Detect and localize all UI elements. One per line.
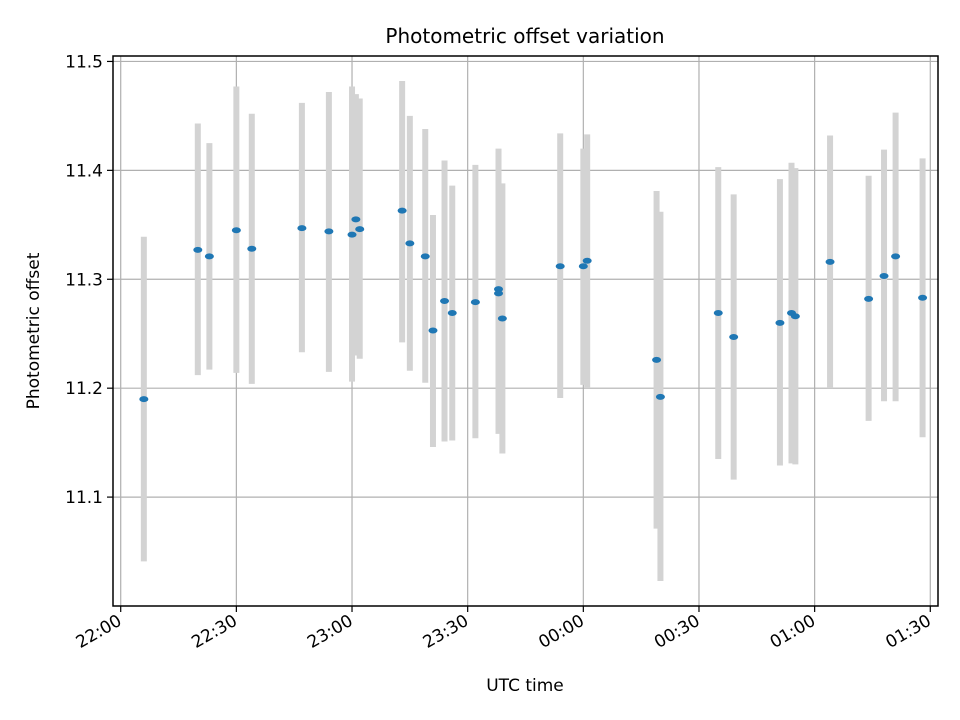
- data-point: [775, 319, 785, 326]
- data-point: [582, 257, 592, 264]
- data-point: [494, 286, 504, 293]
- plot-area-frame: [112, 55, 939, 607]
- data-point: [713, 310, 723, 317]
- data-point: [247, 245, 257, 252]
- data-point: [578, 263, 588, 270]
- chart-title: Photometric offset variation: [385, 24, 664, 48]
- data-point: [231, 227, 241, 234]
- data-point: [193, 246, 203, 253]
- data-point: [497, 315, 507, 322]
- data-point: [347, 231, 357, 238]
- y-tick-label: 11.1: [65, 488, 103, 508]
- data-point: [918, 294, 928, 301]
- data-point: [420, 253, 430, 260]
- data-point: [204, 253, 214, 260]
- y-tick-label: 11.5: [65, 52, 103, 72]
- data-points: [139, 207, 928, 403]
- data-point: [790, 313, 800, 320]
- data-point: [879, 273, 889, 279]
- data-point: [652, 356, 662, 363]
- data-point: [470, 299, 480, 306]
- data-point: [428, 327, 438, 334]
- data-point: [440, 298, 450, 305]
- data-point: [397, 207, 407, 214]
- x-axis-label: UTC time: [486, 676, 564, 696]
- data-point: [891, 253, 901, 260]
- data-point: [655, 393, 665, 400]
- data-point: [864, 295, 874, 302]
- y-tick-label: 11.4: [65, 161, 103, 181]
- y-axis-label: Photometric offset: [24, 252, 44, 409]
- data-point: [139, 396, 149, 403]
- data-point: [405, 240, 415, 247]
- data-point: [555, 263, 565, 270]
- y-tick-label: 11.2: [65, 379, 103, 399]
- data-point: [324, 228, 334, 235]
- data-point: [494, 290, 504, 297]
- data-point: [351, 216, 361, 223]
- data-point: [297, 225, 307, 232]
- y-tick-label: 11.3: [65, 270, 103, 290]
- data-point: [355, 226, 365, 233]
- data-point: [729, 333, 739, 340]
- data-point: [447, 310, 457, 317]
- data-point: [825, 258, 835, 265]
